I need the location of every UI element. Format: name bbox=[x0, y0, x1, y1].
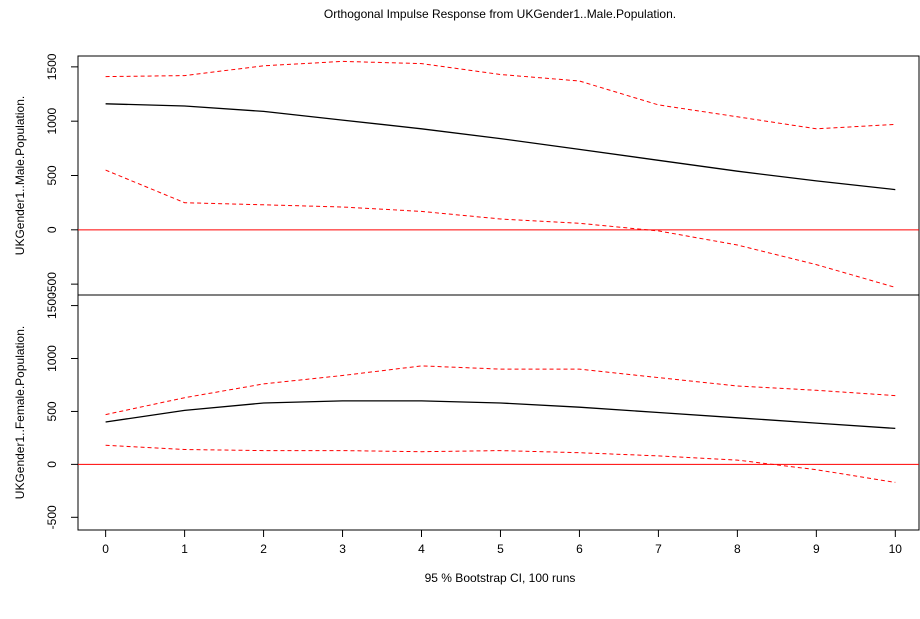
x-tick-label: 0 bbox=[102, 542, 109, 556]
ylabel-male: UKGender1..Male.Population. bbox=[13, 96, 27, 255]
y-tick-label: 1000 bbox=[45, 108, 59, 135]
y-tick-label: 500 bbox=[45, 165, 59, 185]
x-axis-title: 95 % Bootstrap CI, 100 runs bbox=[425, 571, 576, 585]
x-tick-label: 4 bbox=[418, 542, 425, 556]
x-tick-label: 5 bbox=[497, 542, 504, 556]
x-tick-label: 3 bbox=[339, 542, 346, 556]
ci-lower-line bbox=[105, 444, 896, 483]
x-tick-label: 2 bbox=[260, 542, 267, 556]
chart-title: Orthogonal Impulse Response from UKGende… bbox=[324, 7, 676, 21]
y-tick-label: -500 bbox=[45, 505, 59, 529]
ylabel-female: UKGender1..Female.Population. bbox=[13, 326, 27, 499]
x-tick-label: 8 bbox=[734, 542, 741, 556]
x-tick-label: 10 bbox=[889, 542, 903, 556]
irf-line bbox=[105, 400, 896, 430]
irf-line bbox=[105, 103, 896, 191]
ci-lower-line bbox=[105, 169, 896, 288]
panel-frame-male bbox=[77, 55, 920, 296]
y-tick-label: -500 bbox=[45, 272, 59, 296]
series-female bbox=[78, 365, 919, 483]
female-population-panel: UKGender1..Female.Population. -500 0 500 10… bbox=[13, 292, 920, 531]
y-axis-male: -500 0 500 1000 1500 bbox=[45, 53, 78, 296]
y-tick-label: 1500 bbox=[45, 292, 59, 319]
x-axis: 0 1 2 3 4 5 6 7 8 9 10 bbox=[102, 530, 902, 556]
male-population-panel: UKGender1..Male.Population. -500 0 500 1000… bbox=[13, 53, 920, 296]
ci-upper-line bbox=[105, 365, 896, 416]
series-male bbox=[78, 60, 919, 288]
ci-upper-line bbox=[105, 60, 896, 130]
x-tick-label: 9 bbox=[813, 542, 820, 556]
panel-frame-female bbox=[77, 294, 920, 531]
y-tick-label: 1500 bbox=[45, 53, 59, 80]
y-tick-label: 0 bbox=[45, 461, 59, 468]
y-tick-label: 500 bbox=[45, 401, 59, 421]
x-tick-label: 1 bbox=[181, 542, 188, 556]
y-axis-female: -500 0 500 1000 1500 bbox=[45, 292, 78, 529]
x-tick-label: 7 bbox=[655, 542, 662, 556]
x-tick-label: 6 bbox=[576, 542, 583, 556]
y-tick-label: 1000 bbox=[45, 345, 59, 372]
y-tick-label: 0 bbox=[45, 226, 59, 233]
